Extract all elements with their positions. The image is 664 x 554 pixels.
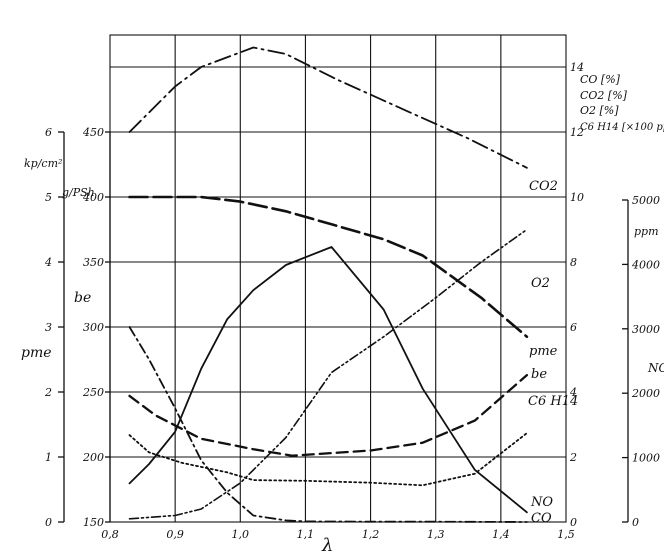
- plot-grid: [109, 34, 567, 523]
- legend-c6h14: C6 H14 [×100 ppm]: [580, 122, 664, 133]
- x-tick-label: 0,9: [166, 528, 184, 541]
- be-tick-label: 300: [83, 321, 104, 334]
- x-tick-label: 1,0: [232, 528, 250, 541]
- pme-axis-label: pme: [21, 345, 52, 361]
- series-label-co2: CO2: [529, 179, 558, 194]
- series-label-co: CO: [531, 511, 552, 526]
- pme-tick-label: 4: [44, 256, 52, 269]
- series-o2-line: [128, 228, 528, 520]
- axes: [58, 131, 629, 523]
- series-c6h14-line: [128, 432, 528, 487]
- x-tick-label: 1,2: [362, 528, 380, 541]
- percent-tick-label: 0: [570, 516, 577, 529]
- be-tick-label: 200: [82, 451, 104, 464]
- percent-tick-label: 4: [569, 386, 577, 399]
- be-tick-label: 400: [82, 191, 104, 204]
- series-co2-line: [128, 46, 528, 169]
- pme-tick-label: 3: [45, 321, 52, 334]
- no-axis-label: NO: [647, 361, 664, 375]
- series-pme-line: [128, 195, 529, 339]
- series-label-no: NO: [530, 495, 553, 510]
- ppm-tick-label: 1000: [632, 452, 660, 465]
- percent-tick-label: 8: [570, 256, 577, 269]
- legend-co2: CO2 [%]: [580, 89, 628, 102]
- percent-tick-label: 2: [569, 451, 577, 464]
- legend-o2: O2 [%]: [580, 104, 619, 117]
- pme-tick-label: 1: [45, 451, 52, 464]
- series-no-line: [128, 246, 528, 514]
- ppm-tick-label: 3000: [632, 323, 660, 336]
- series-label-be: be: [531, 367, 547, 382]
- be-tick-label: 250: [82, 386, 104, 399]
- x-tick-label: 0,8: [101, 528, 119, 541]
- ppm-tick-label: 2000: [631, 387, 660, 400]
- ppm-tick-label: 5000: [632, 194, 660, 207]
- ppm-tick-label: 0: [632, 516, 639, 529]
- be-axis-label: be: [74, 290, 91, 306]
- percent-tick-label: 10: [570, 191, 584, 204]
- series-label-o2: O2: [531, 276, 550, 291]
- pme-tick-label: 5: [45, 191, 52, 204]
- tick-labels: 0123456150200250300350400450024681012140…: [44, 61, 660, 541]
- be-tick-label: 350: [83, 256, 104, 269]
- ppm-unit-label: ppm: [634, 225, 659, 238]
- pme-tick-label: 2: [44, 386, 52, 399]
- pme-unit-label: kp/cm²: [24, 157, 62, 170]
- ppm-tick-label: 4000: [631, 258, 660, 271]
- be-tick-label: 150: [83, 516, 104, 529]
- percent-tick-label: 12: [570, 126, 584, 139]
- pme-tick-label: 6: [45, 126, 52, 139]
- data-series: [128, 46, 529, 523]
- series-be-line: [128, 373, 529, 457]
- pme-tick-label: 0: [45, 516, 52, 529]
- series-co-line: [128, 326, 528, 523]
- series-label-c6h14: C6 H14: [528, 394, 578, 409]
- x-tick-label: 1,4: [492, 528, 510, 541]
- plot-frame: [109, 34, 567, 523]
- be-unit-label: g/PSh: [62, 186, 95, 199]
- legend-co: CO [%]: [580, 73, 621, 86]
- be-tick-label: 450: [82, 126, 104, 139]
- x-tick-label: 1,1: [297, 528, 315, 541]
- x-axis-label: λ: [321, 535, 333, 554]
- percent-tick-label: 14: [570, 61, 584, 74]
- series-label-pme: pme: [529, 344, 558, 359]
- x-tick-label: 1,5: [557, 528, 575, 541]
- x-tick-label: 1,3: [427, 528, 445, 541]
- percent-tick-label: 6: [570, 321, 577, 334]
